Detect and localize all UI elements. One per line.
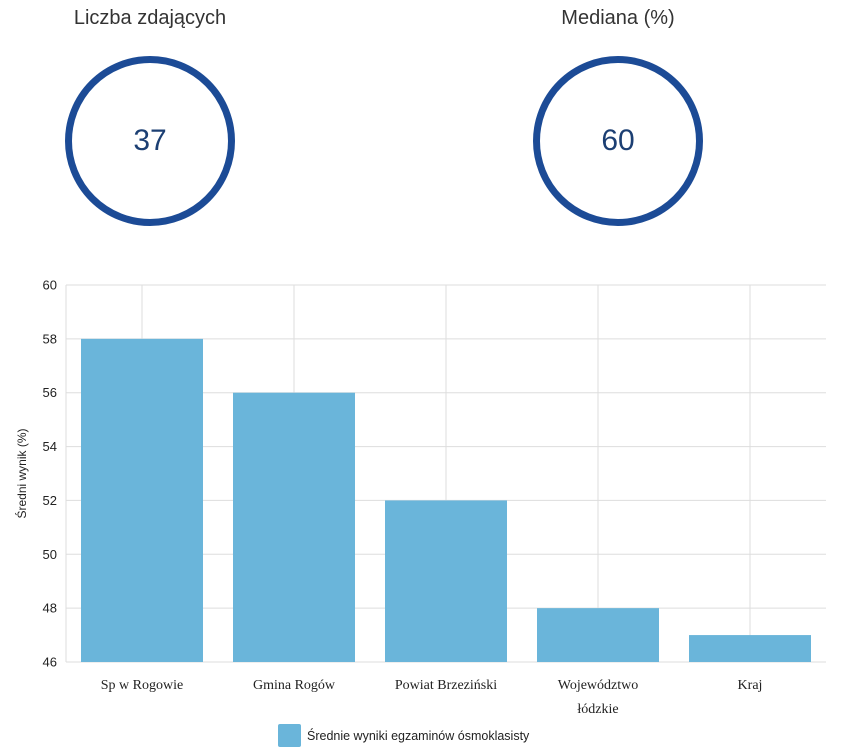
x-tick-label-3: Województwo łódzkie (558, 678, 639, 717)
y-tick-label-52: 52 (43, 493, 57, 508)
y-axis-ticks: 46 48 50 52 54 56 58 60 (43, 278, 57, 670)
bar-2[interactable] (385, 500, 507, 662)
legend-label: Średnie wyniki egzaminów ósmoklasisty (307, 728, 530, 743)
x-tick-label-4: Kraj (738, 678, 763, 693)
x-axis-labels: Sp w Rogowie Gmina Rogów Powiat Brzeziński… (101, 678, 763, 717)
bar-chart: 46 48 50 52 54 56 58 60 Sp w Rogowie Gmina Rogów… (14, 278, 826, 747)
y-tick-label-48: 48 (43, 601, 57, 616)
stat-median-value: 60 (601, 124, 635, 157)
stat-participants-label: Liczba zdających (73, 7, 227, 29)
bar-0[interactable] (81, 338, 203, 662)
stat-participants-ring: 37 (65, 56, 235, 226)
bar-1[interactable] (233, 392, 355, 662)
x-tick-label-2: Powiat Brzeziński (395, 678, 497, 693)
bar-3[interactable] (537, 608, 659, 662)
bars (81, 338, 811, 662)
x-tick-label-1: Gmina Rogów (253, 678, 336, 693)
stat-median-label: Mediana (%) (561, 7, 675, 29)
y-tick-label-60: 60 (43, 278, 57, 293)
y-tick-label-54: 54 (43, 439, 57, 454)
y-axis-title: Średni wynik (%) (14, 428, 29, 518)
y-tick-label-58: 58 (43, 331, 57, 346)
x-tick-label-0: Sp w Rogowie (101, 678, 183, 693)
legend[interactable]: Średnie wyniki egzaminów ósmoklasisty (278, 724, 530, 747)
stat-participants-value: 37 (133, 124, 167, 157)
bar-4[interactable] (689, 635, 811, 662)
stat-median-ring: 60 (533, 56, 703, 226)
y-tick-label-46: 46 (43, 655, 57, 670)
y-tick-label-50: 50 (43, 547, 57, 562)
legend-swatch (278, 724, 301, 747)
y-tick-label-56: 56 (43, 385, 57, 400)
